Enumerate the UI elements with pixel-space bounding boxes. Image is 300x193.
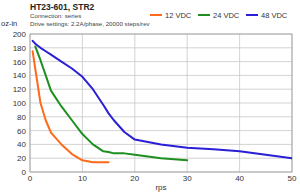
x-tick-label: 50 xyxy=(288,174,297,183)
y-tick-label: 0 xyxy=(22,168,27,177)
y-tick-label: 60 xyxy=(17,127,26,136)
plot-frame xyxy=(30,34,292,172)
x-tick-label: 0 xyxy=(28,174,33,183)
legend-swatch xyxy=(246,14,258,16)
y-tick-label: 140 xyxy=(13,71,27,80)
legend-label: 12 VDC xyxy=(165,11,192,20)
y-axis-label: oz-in xyxy=(1,19,17,28)
grid-line xyxy=(30,89,292,90)
x-tick-label: 20 xyxy=(130,174,139,183)
y-tick-label: 180 xyxy=(13,44,27,53)
subtitle: Drive settings: 2.2A/phase, 20000 steps/… xyxy=(30,20,151,27)
legend-label: 48 VDC xyxy=(261,11,288,20)
series-line xyxy=(35,46,187,160)
grid-line xyxy=(134,34,135,172)
x-tick-label: 40 xyxy=(235,174,244,183)
grid-line xyxy=(187,34,188,172)
grid-line xyxy=(82,34,83,172)
grid-line xyxy=(30,130,292,131)
y-tick-label: 80 xyxy=(17,113,26,122)
grid-line xyxy=(30,61,292,62)
y-tick-label: 160 xyxy=(13,58,27,67)
y-tick-label: 40 xyxy=(17,140,26,149)
grid-line xyxy=(30,47,292,48)
legend-label: 24 VDC xyxy=(213,11,240,20)
series-group xyxy=(33,41,292,162)
legend-swatch xyxy=(198,14,210,16)
legend: 12 VDC 24 VDC 48 VDC xyxy=(150,11,288,20)
chart: 0 20 40 60 80 100 120 140 160 180 200 0 10 20 30 40 50 rp… xyxy=(0,0,300,193)
y-tick-label: 20 xyxy=(17,154,26,163)
y-tick-label: 120 xyxy=(13,85,27,94)
grid-line xyxy=(30,75,292,76)
grid xyxy=(30,34,292,172)
title: HT23-601, STR2 xyxy=(30,2,95,12)
y-tick-label: 100 xyxy=(13,99,27,108)
series-line xyxy=(33,41,292,158)
subtitle: Connection: series xyxy=(30,12,81,19)
x-tick-label: 10 xyxy=(78,174,87,183)
x-axis-label: rps xyxy=(155,183,166,192)
grid-line xyxy=(30,103,292,104)
x-tick-label: 30 xyxy=(183,174,192,183)
y-tick-label: 200 xyxy=(13,30,27,39)
legend-swatch xyxy=(150,14,162,16)
